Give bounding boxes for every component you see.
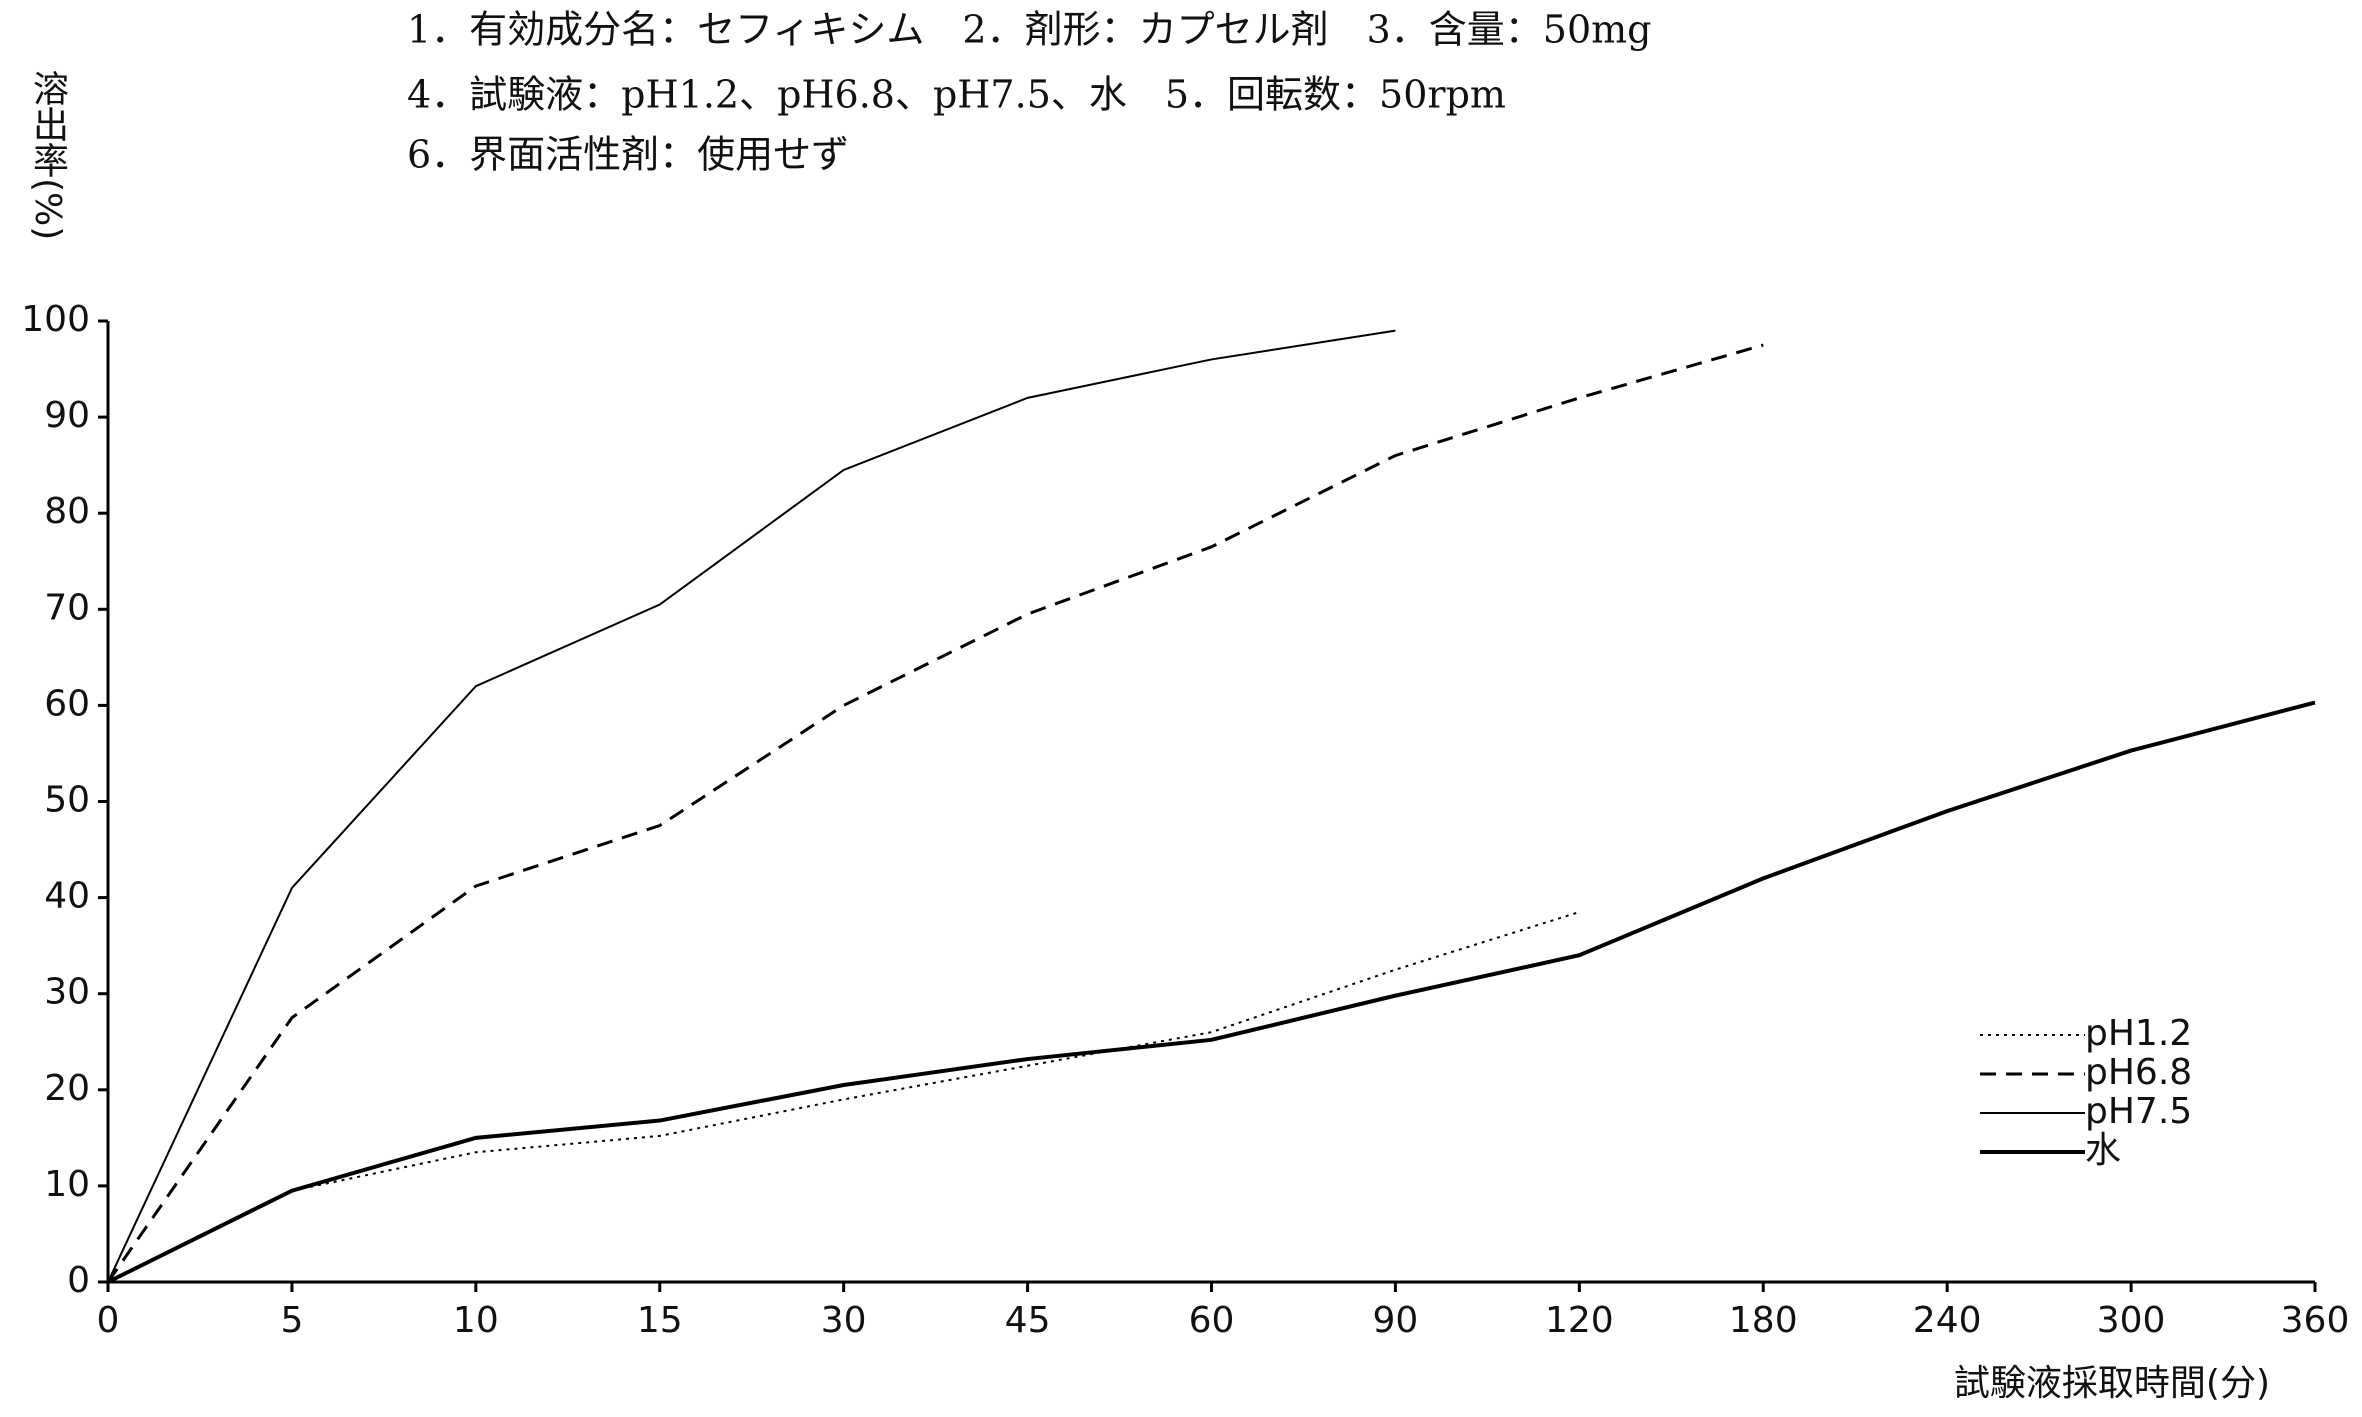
x-tick-label: 30 bbox=[821, 1300, 867, 1341]
x-tick-label: 15 bbox=[637, 1300, 683, 1341]
y-tick-label: 50 bbox=[44, 780, 90, 821]
series-line bbox=[107, 329, 1396, 1283]
y-tick-label: 10 bbox=[44, 1164, 90, 1205]
y-tick-label: 20 bbox=[44, 1068, 90, 1109]
y-tick-label: 40 bbox=[44, 876, 90, 917]
series-line bbox=[107, 700, 2316, 1284]
header-line: 6．界面活性剤：使用せず bbox=[407, 133, 849, 177]
legend-label: pH1.2 bbox=[2085, 1013, 2192, 1054]
y-tick-label: 80 bbox=[44, 491, 90, 532]
y-tick-label: 70 bbox=[44, 587, 90, 628]
x-tick-label: 45 bbox=[1005, 1300, 1051, 1341]
x-tick-label: 360 bbox=[2281, 1300, 2350, 1341]
x-tick-label: 180 bbox=[1729, 1300, 1798, 1341]
series-line bbox=[107, 911, 1580, 1283]
y-tick-label: 60 bbox=[44, 683, 90, 724]
legend-label: 水 bbox=[2085, 1130, 2121, 1171]
x-axis-label: 試験液採取時間(分) bbox=[1954, 1363, 2270, 1404]
y-tick-label: 90 bbox=[44, 395, 90, 436]
x-tick-label: 0 bbox=[97, 1300, 120, 1341]
y-tick-label: 0 bbox=[67, 1260, 90, 1301]
x-tick-label: 10 bbox=[453, 1300, 499, 1341]
x-tick-label: 300 bbox=[2097, 1300, 2166, 1341]
x-tick-label: 60 bbox=[1189, 1300, 1235, 1341]
y-axis-label: 溶出率(%) bbox=[27, 70, 68, 241]
legend-label: pH6.8 bbox=[2085, 1052, 2192, 1093]
legend-label: pH7.5 bbox=[2085, 1091, 2192, 1132]
y-tick-label: 30 bbox=[44, 972, 90, 1013]
series-line bbox=[106, 343, 1764, 1283]
header-line: 1．有効成分名：セフィキシム 2．剤形：カプセル剤 3．含量：50mg bbox=[407, 8, 1652, 52]
x-tick-label: 240 bbox=[1913, 1300, 1982, 1341]
header-line: 4．試験液：pH1.2、pH6.8、pH7.5、水 5．回転数：50rpm bbox=[407, 73, 1506, 117]
x-tick-label: 120 bbox=[1545, 1300, 1614, 1341]
x-tick-label: 5 bbox=[280, 1300, 303, 1341]
x-tick-label: 90 bbox=[1373, 1300, 1419, 1341]
y-tick-label: 100 bbox=[21, 299, 90, 340]
